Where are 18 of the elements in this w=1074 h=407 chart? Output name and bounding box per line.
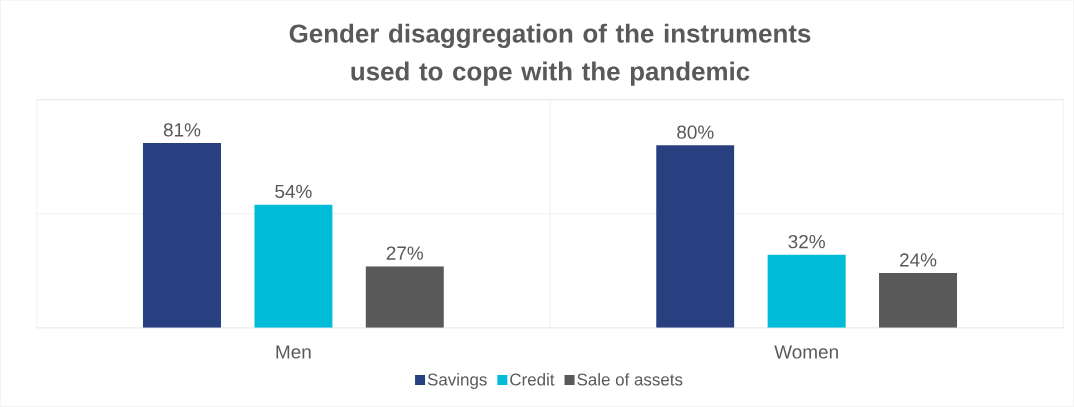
bar (656, 145, 735, 329)
x-tick-label: Men (276, 345, 311, 359)
legend-label: Sale of assets (577, 373, 683, 386)
bar (142, 143, 221, 329)
data-label: 54% (275, 185, 312, 199)
data-label: 32% (788, 235, 825, 249)
chart-title: Gender disaggregation of the instruments used to cope with the pandemic (289, 23, 811, 86)
bar (254, 204, 333, 329)
data-label: 80% (677, 125, 714, 140)
bar (767, 255, 846, 329)
bar (879, 273, 958, 329)
legend-label: Savings (427, 373, 487, 390)
legend-label: Credit (510, 373, 555, 386)
data-label: 81% (163, 123, 201, 137)
x-tick-label: Women (774, 345, 838, 359)
bar (365, 266, 444, 329)
data-label: 24% (900, 253, 937, 267)
data-label: 27% (386, 246, 424, 260)
